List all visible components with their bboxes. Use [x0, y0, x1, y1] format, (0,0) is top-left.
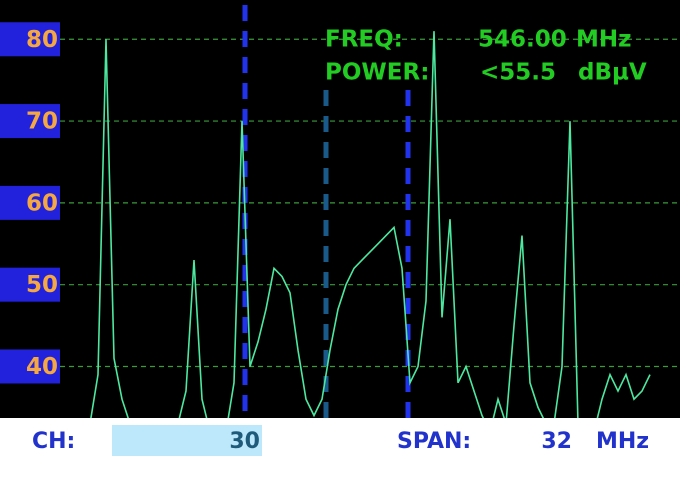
spectrum-trace: [90, 31, 651, 418]
grid: 40 50 60 70 80: [0, 22, 680, 384]
ch-value: 30: [229, 429, 260, 454]
y-tick-label: 50: [26, 272, 58, 298]
power-unit: dBµV: [578, 60, 647, 86]
y-tick-box: [0, 267, 60, 302]
span-unit: MHz: [596, 429, 649, 454]
y-tick-label: 60: [26, 190, 58, 216]
y-tick-label: 80: [26, 27, 58, 53]
freq-unit: MHz: [576, 27, 632, 53]
y-tick-box: [0, 349, 60, 384]
power-label: POWER:: [325, 60, 429, 86]
y-tick-label: 40: [26, 354, 58, 380]
y-tick-box: [0, 22, 60, 57]
y-tick-label: 70: [26, 109, 58, 135]
freq-label: FREQ:: [325, 27, 403, 53]
power-value: <55.5: [480, 60, 556, 86]
ch-label: CH:: [32, 429, 75, 454]
footer-background: [0, 418, 680, 480]
trace-group: [90, 31, 651, 418]
span-label: SPAN:: [397, 429, 471, 454]
y-tick-box: [0, 104, 60, 139]
y-tick-box: [0, 185, 60, 220]
span-value: 32: [541, 429, 572, 454]
freq-value: 546.00: [478, 27, 567, 53]
ch-field[interactable]: [112, 425, 262, 456]
